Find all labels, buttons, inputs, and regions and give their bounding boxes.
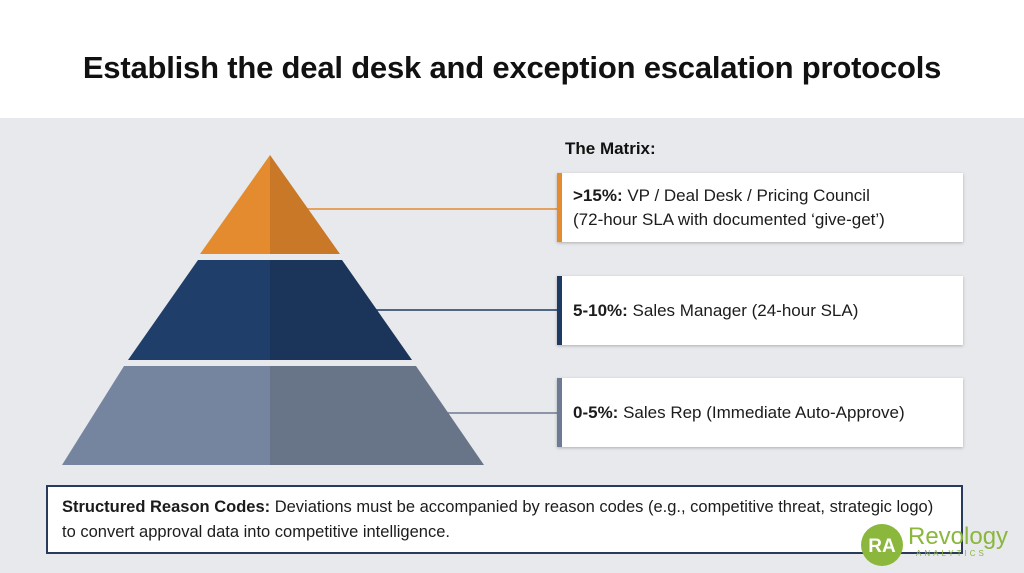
page-title: Establish the deal desk and exception es… — [82, 50, 942, 85]
pyramid-tier-middle-right — [270, 260, 412, 360]
tier-owner: Sales Manager (24-hour SLA) — [627, 300, 859, 320]
tier-owner: Sales Rep (Immediate Auto-Approve) — [618, 402, 905, 422]
header: Establish the deal desk and exception es… — [0, 0, 1024, 118]
pyramid-tier-middle-left — [128, 260, 270, 360]
tier-card-line-1: 0-5%: Sales Rep (Immediate Auto-Approve) — [573, 401, 963, 425]
pyramid-tier-top-left — [200, 155, 270, 254]
pyramid-tier-bottom-left — [62, 366, 270, 465]
tier-card-top: >15%: VP / Deal Desk / Pricing Council (… — [557, 173, 963, 242]
reason-codes-text: Deviations must be accompanied by reason… — [62, 498, 934, 541]
tier-threshold: 5-10%: — [573, 300, 628, 320]
logo-mark-icon: RA — [861, 524, 903, 566]
tier-card-middle: 5-10%: Sales Manager (24-hour SLA) — [557, 276, 963, 345]
revology-logo: RA Revology ANALYTICS — [858, 521, 1018, 567]
pyramid-tier-bottom-right — [270, 366, 484, 465]
reason-codes-label: Structured Reason Codes: — [62, 498, 271, 516]
pyramid-tier-top-right — [270, 155, 340, 254]
tier-owner: VP / Deal Desk / Pricing Council — [622, 185, 870, 205]
tier-threshold: 0-5%: — [573, 402, 619, 422]
tier-card-bottom: 0-5%: Sales Rep (Immediate Auto-Approve) — [557, 378, 963, 447]
reason-codes-box: Structured Reason Codes: Deviations must… — [46, 485, 963, 554]
tier-accent-bar — [557, 378, 562, 447]
tier-sla: (72-hour SLA with documented ‘give-get’) — [573, 209, 885, 229]
logo-subtitle: ANALYTICS — [916, 549, 987, 558]
tier-accent-bar — [557, 173, 562, 242]
matrix-heading: The Matrix: — [565, 139, 656, 158]
logo-name: Revology — [908, 523, 1009, 550]
tier-threshold: >15%: — [573, 185, 623, 205]
logo-monogram: RA — [868, 536, 896, 557]
tier-card-line-1: 5-10%: Sales Manager (24-hour SLA) — [573, 299, 963, 323]
tier-accent-bar — [557, 276, 562, 345]
tier-card-line-1: >15%: VP / Deal Desk / Pricing Council — [573, 184, 963, 208]
